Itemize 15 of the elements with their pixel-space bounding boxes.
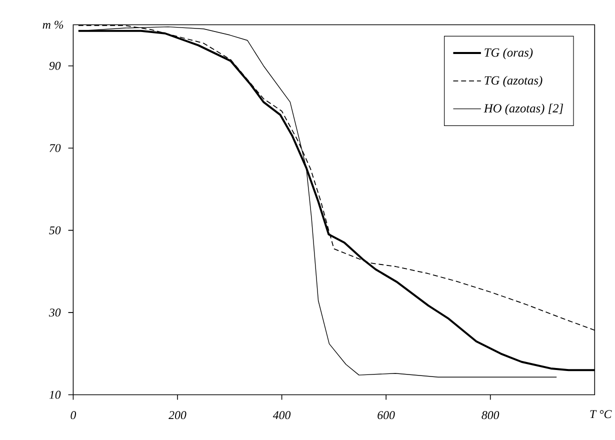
y-tick-label: 30 — [48, 308, 61, 316]
legend-label: HO (azotas) [2] — [484, 104, 564, 115]
y-axis-title: m % — [42, 20, 64, 29]
x-tick-label: 200 — [168, 411, 186, 420]
x-tick-label: 0 — [70, 411, 76, 420]
y-tick-label: 70 — [50, 144, 61, 152]
y-tick-label: 50 — [49, 226, 61, 234]
x-tick-label: 400 — [272, 411, 291, 420]
x-tick-label: 600 — [378, 411, 395, 420]
legend-label: TG (oras) — [484, 48, 533, 60]
x-axis-title: T °C — [590, 410, 612, 418]
legend-label: TG (azotas) — [484, 76, 542, 87]
y-tick-label: 10 — [49, 390, 61, 399]
y-tick-label: 90 — [49, 62, 61, 70]
x-tick-label: 800 — [482, 411, 500, 420]
